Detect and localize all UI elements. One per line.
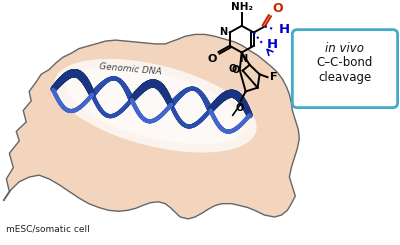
Text: H: H — [267, 37, 278, 51]
Polygon shape — [3, 34, 299, 219]
Text: N: N — [239, 54, 247, 64]
Ellipse shape — [54, 59, 257, 153]
Text: mESC/somatic cell: mESC/somatic cell — [6, 225, 90, 234]
Text: NH₂: NH₂ — [231, 1, 253, 12]
Text: in vivo: in vivo — [326, 42, 364, 55]
Text: O: O — [232, 65, 240, 74]
Text: cleavage: cleavage — [318, 71, 372, 84]
Text: H: H — [278, 23, 290, 36]
Text: C–C-bond: C–C-bond — [317, 56, 373, 69]
Text: O: O — [207, 54, 216, 64]
Text: O: O — [228, 64, 237, 74]
Text: Genomic DNA: Genomic DNA — [99, 62, 162, 77]
Text: O: O — [236, 103, 244, 113]
Ellipse shape — [66, 67, 244, 144]
Text: O: O — [273, 2, 284, 15]
Text: N: N — [220, 27, 228, 37]
Text: F: F — [270, 72, 277, 82]
FancyBboxPatch shape — [292, 30, 398, 108]
